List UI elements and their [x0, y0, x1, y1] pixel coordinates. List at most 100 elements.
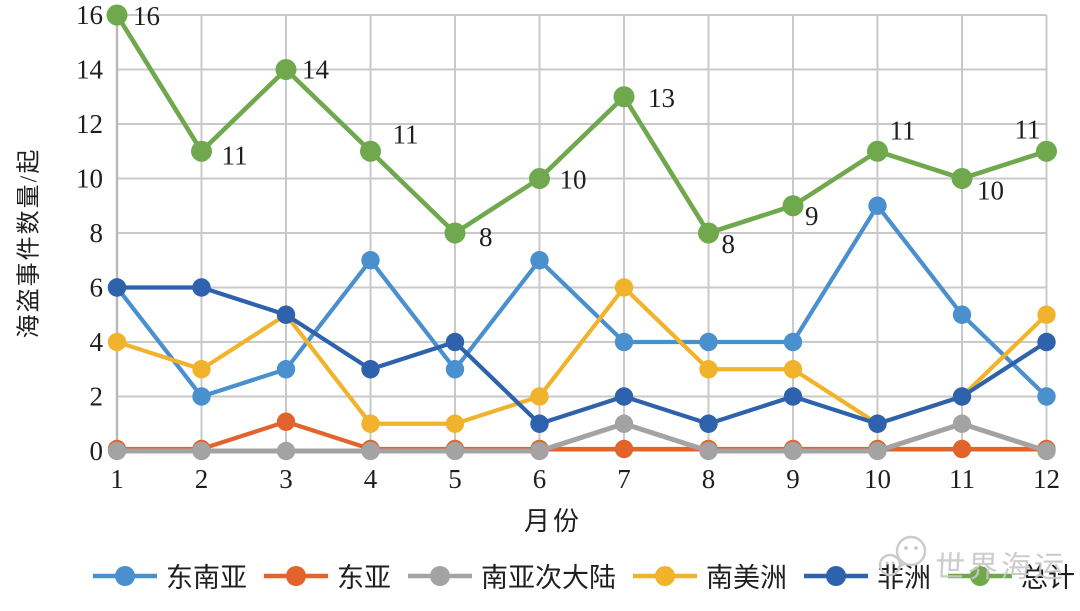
data-label: 8: [722, 229, 736, 259]
marker-africa: [107, 278, 127, 297]
legend-swatch-africa: [804, 565, 868, 586]
marker-south-asian-subcontinent: [276, 441, 296, 461]
marker-total: [360, 140, 381, 162]
legend-swatch-east-asia: [264, 565, 328, 586]
legend-item-total: 总计: [948, 556, 1075, 595]
series-line-africa: [114, 285, 1049, 426]
legend-label-south-america: 南美洲: [706, 563, 787, 593]
marker-south-america: [783, 360, 803, 379]
y-tick-label: 2: [90, 382, 104, 412]
marker-africa: [1037, 332, 1056, 352]
marker-southeast-asia: [530, 251, 549, 270]
data-label: 11: [393, 119, 419, 149]
marker-south-asian-subcontinent: [699, 441, 718, 461]
legend-label-southeast-asia: 东南亚: [166, 563, 247, 593]
x-tick-label: 3: [279, 464, 293, 494]
marker-africa: [614, 387, 634, 406]
gridlines: [116, 14, 1048, 452]
marker-south-america: [361, 414, 380, 433]
x-axis-label: 月份: [523, 507, 582, 536]
marker-southeast-asia: [699, 332, 718, 352]
x-tick-labels: 1 2 3 4 5 6 7 8 9 10 11 12: [110, 464, 1060, 494]
legend-label-africa: 非洲: [877, 563, 931, 593]
data-label: 8: [479, 222, 493, 252]
marker-africa: [276, 305, 296, 324]
x-tick-label: 6: [533, 464, 547, 494]
x-tick-label: 5: [448, 464, 462, 494]
marker-south-america: [614, 278, 634, 297]
marker-southeast-asia: [614, 332, 634, 352]
series-line-southeast-asia: [114, 203, 1049, 399]
legend-item-africa: 非洲: [804, 556, 931, 595]
legend-item-south-america: 南美洲: [633, 556, 787, 595]
x-tick-label: 12: [1033, 464, 1060, 494]
data-label: 11: [222, 140, 248, 170]
marker-south-asian-subcontinent: [868, 441, 887, 461]
marker-east-asia: [952, 439, 972, 459]
marker-total: [782, 195, 804, 217]
x-tick-label: 11: [949, 464, 975, 494]
series-line-south-asian-subcontinent: [114, 421, 1049, 454]
y-tick-label: 6: [90, 273, 104, 303]
marker-africa: [952, 387, 972, 406]
marker-southeast-asia: [361, 251, 380, 270]
x-tick-label: 10: [864, 464, 891, 494]
y-axis-label: 海盗事件数量/起: [16, 147, 43, 339]
marker-south-asian-subcontinent: [192, 441, 211, 461]
legend-label-east-asia: 东亚: [337, 563, 391, 593]
marker-total: [275, 59, 297, 80]
marker-south-america: [445, 414, 465, 433]
x-tick-label: 1: [110, 464, 124, 494]
marker-total: [444, 222, 466, 244]
marker-total: [867, 140, 888, 162]
marker-africa: [361, 360, 380, 379]
series-line-total: [114, 12, 1049, 236]
y-tick-label: 4: [90, 327, 104, 357]
marker-south-asian-subcontinent: [614, 414, 634, 433]
marker-africa: [699, 414, 718, 433]
series-africa: [107, 278, 1056, 433]
marker-total: [951, 168, 973, 189]
marker-south-asian-subcontinent: [783, 441, 803, 461]
marker-southeast-asia: [783, 332, 803, 352]
marker-africa: [445, 332, 465, 352]
data-label: 14: [302, 55, 330, 85]
marker-southeast-asia: [192, 387, 211, 406]
marker-total: [191, 140, 212, 162]
marker-south-america: [107, 332, 127, 352]
x-tick-label: 7: [617, 464, 631, 494]
marker-southeast-asia: [276, 360, 296, 379]
series-total: [106, 4, 1057, 244]
marker-south-america: [699, 360, 718, 379]
marker-total: [698, 222, 719, 244]
marker-east-asia: [614, 439, 634, 459]
legend-swatch-south-asian-subcontinent: [408, 565, 472, 586]
marker-total: [1036, 140, 1057, 162]
y-tick-labels: 0 2 4 6 8 10 12 14 16: [76, 0, 104, 466]
marker-south-america: [530, 387, 549, 406]
y-tick-label: 10: [76, 164, 103, 194]
data-label: 16: [133, 1, 160, 31]
data-label: 10: [977, 176, 1004, 206]
y-tick-label: 8: [90, 218, 104, 248]
series-line-south-america: [114, 285, 1049, 426]
total-data-labels: 16 11 14 11 8 10 13 8 9 11 10 11: [133, 1, 1041, 259]
legend-swatch-southeast-asia: [93, 565, 157, 586]
y-tick-label: 0: [90, 436, 104, 466]
marker-africa: [783, 387, 803, 406]
marker-south-asian-subcontinent: [1037, 441, 1056, 461]
marker-africa: [530, 414, 549, 433]
marker-southeast-asia: [1037, 387, 1056, 406]
marker-south-asian-subcontinent: [445, 441, 465, 461]
data-label: 11: [890, 115, 916, 145]
legend-swatch-south-america: [633, 565, 697, 586]
marker-south-asian-subcontinent: [361, 441, 380, 461]
marker-south-america: [192, 360, 211, 379]
data-label: 13: [648, 83, 675, 113]
data-label: 10: [560, 165, 587, 195]
y-tick-label: 16: [76, 0, 103, 30]
marker-southeast-asia: [952, 305, 972, 324]
marker-africa: [868, 414, 887, 433]
x-tick-label: 2: [195, 464, 209, 494]
